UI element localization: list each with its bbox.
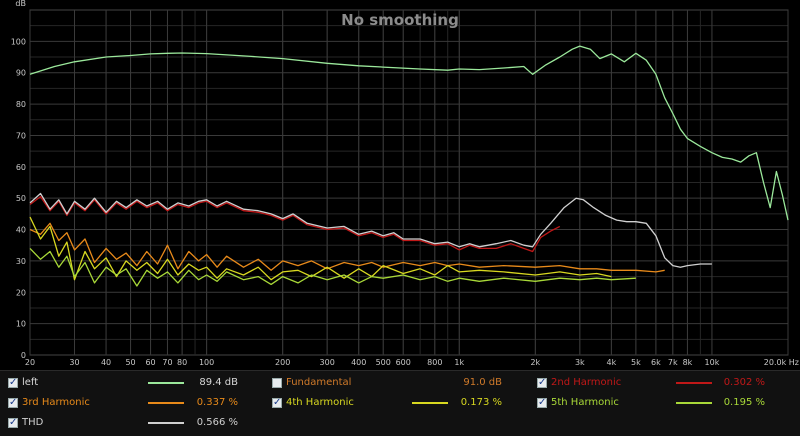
series-line-4th-harmonic — [29, 216, 612, 281]
legend-value-2nd-harmonic: 0.302 % — [723, 377, 765, 388]
y-tick-label: 90 — [16, 69, 26, 78]
legend-swatch-4th-harmonic — [412, 402, 448, 404]
legend-value-thd: 0.566 % — [196, 417, 238, 428]
distortion-chart[interactable]: 0 10 20 30 40 50 60 70 80 90 100 dB 20 30 40 50 60 70 80 10… — [0, 0, 800, 370]
series-line-3rd-harmonic — [29, 222, 665, 273]
x-tick-label: 300 — [320, 358, 335, 367]
x-tick-label: 10k — [705, 358, 720, 367]
checkbox-3rd-harmonic[interactable]: ✓ — [8, 397, 18, 408]
x-tick-label: 5k — [631, 358, 641, 367]
legend-label-fundamental: Fundamental — [286, 377, 352, 388]
x-tick-label: 20.0k Hz — [764, 358, 799, 367]
y-tick-label: 30 — [16, 257, 26, 266]
y-tick-label: 0 — [21, 351, 26, 360]
checkbox-2nd-harmonic[interactable]: ✓ — [537, 377, 547, 388]
legend-swatch-5th-harmonic — [676, 402, 712, 404]
x-tick-label: 2k — [530, 358, 540, 367]
legend-item-3rd-harmonic[interactable]: ✓ 3rd Harmonic 0.337 % — [8, 395, 240, 411]
series-line-thd — [29, 192, 712, 268]
y-tick-label: 80 — [16, 100, 26, 109]
checkbox-4th-harmonic[interactable]: ✓ — [272, 397, 282, 408]
legend-value-4th-harmonic: 0.173 % — [460, 397, 502, 408]
legend-item-left[interactable]: ✓ left 89.4 dB — [8, 375, 240, 391]
x-tick-label: 200 — [275, 358, 290, 367]
x-tick-label: 80 — [177, 358, 187, 367]
chart-title: No smoothing — [341, 11, 459, 29]
legend-label-thd: THD — [22, 417, 44, 428]
x-tick-label: 50 — [125, 358, 135, 367]
legend-item-fundamental[interactable]: ✓ Fundamental 91.0 dB — [272, 375, 504, 391]
x-tick-label: 400 — [351, 358, 366, 367]
x-tick-label: 40 — [101, 358, 111, 367]
legend-label-3rd-harmonic: 3rd Harmonic — [22, 397, 90, 408]
legend-label-5th-harmonic: 5th Harmonic — [551, 397, 619, 408]
checkbox-5th-harmonic[interactable]: ✓ — [537, 397, 547, 408]
legend-swatch-thd — [148, 422, 184, 424]
x-tick-label: 20 — [25, 358, 35, 367]
checkbox-thd[interactable]: ✓ — [8, 417, 18, 428]
x-tick-label: 500 — [376, 358, 391, 367]
y-tick-label: 100 — [11, 37, 26, 46]
legend-panel: ✓ left 89.4 dB ✓ Fundamental 91.0 dB ✓ 2… — [0, 370, 800, 436]
x-tick-label: 4k — [607, 358, 617, 367]
legend-item-thd[interactable]: ✓ THD 0.566 % — [8, 415, 240, 431]
x-tick-label: 600 — [396, 358, 411, 367]
legend-swatch-3rd-harmonic — [148, 402, 184, 404]
x-tick-label: 100 — [199, 358, 214, 367]
x-tick-label: 6k — [651, 358, 661, 367]
x-tick-label: 1k — [454, 358, 464, 367]
legend-swatch-2nd-harmonic — [676, 382, 712, 384]
legend-item-4th-harmonic[interactable]: ✓ 4th Harmonic 0.173 % — [272, 395, 504, 411]
x-tick-label: 70 — [162, 358, 172, 367]
legend-value-5th-harmonic: 0.195 % — [723, 397, 765, 408]
y-tick-label: 50 — [16, 194, 26, 203]
checkbox-left[interactable]: ✓ — [8, 377, 18, 388]
x-tick-label: 30 — [69, 358, 79, 367]
x-tick-label: 3k — [575, 358, 585, 367]
y-tick-label: 70 — [16, 131, 26, 140]
legend-value-left: 89.4 dB — [199, 377, 238, 388]
legend-value-3rd-harmonic: 0.337 % — [196, 397, 238, 408]
y-tick-label: 20 — [16, 288, 26, 297]
series-line-left — [29, 45, 789, 221]
legend-item-5th-harmonic[interactable]: ✓ 5th Harmonic 0.195 % — [537, 395, 769, 411]
legend-item-2nd-harmonic[interactable]: ✓ 2nd Harmonic 0.302 % — [537, 375, 769, 391]
x-tick-label: 8k — [683, 358, 693, 367]
legend-label-4th-harmonic: 4th Harmonic — [286, 397, 354, 408]
legend-swatch-left — [148, 382, 184, 384]
legend-value-fundamental: 91.0 dB — [463, 377, 502, 388]
x-tick-label: 800 — [427, 358, 442, 367]
checkbox-fundamental[interactable]: ✓ — [272, 378, 282, 388]
y-tick-label: 40 — [16, 226, 26, 235]
x-tick-label: 7k — [668, 358, 678, 367]
legend-label-2nd-harmonic: 2nd Harmonic — [551, 377, 622, 388]
series-line-5th-harmonic — [29, 247, 636, 287]
y-tick-label: 60 — [16, 163, 26, 172]
legend-label-left: left — [22, 377, 39, 388]
y-tick-label: 10 — [16, 320, 26, 329]
series-line-2nd-harmonic — [29, 195, 561, 253]
x-tick-label: 60 — [145, 358, 155, 367]
y-axis-label: dB — [15, 0, 26, 8]
